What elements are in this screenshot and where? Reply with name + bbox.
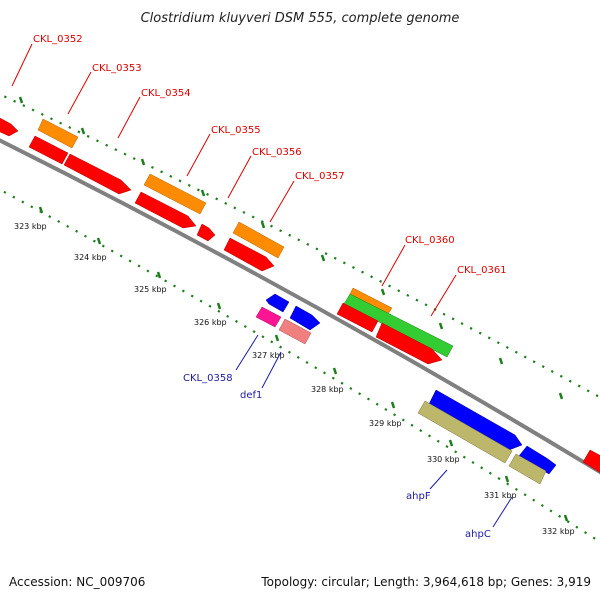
gene-feature-salmon[interactable]: [278, 318, 312, 345]
accession-text: Accession: NC_009706: [9, 575, 145, 589]
gene-feature-red[interactable]: [28, 135, 69, 165]
kbp-label: 325 kbp: [134, 285, 167, 294]
gene-label[interactable]: CKL_0360: [405, 235, 455, 246]
gene-label[interactable]: CKL_0354: [141, 88, 191, 99]
gene-label[interactable]: CKL_0355: [211, 125, 261, 136]
genome-backbone: [0, 138, 600, 475]
kbp-label: 329 kbp: [369, 419, 402, 428]
map-title: Clostridium kluyveri DSM 555, complete g…: [141, 11, 460, 26]
gene-label[interactable]: ahpF: [406, 491, 431, 502]
gene-label[interactable]: CKL_0352: [33, 34, 83, 45]
gene-feature-red[interactable]: [223, 237, 275, 272]
gene-label[interactable]: CKL_0353: [92, 63, 142, 74]
gene-feature-blue[interactable]: [289, 305, 321, 331]
gene-label[interactable]: CKL_0361: [457, 265, 507, 276]
major-ticks: [38, 206, 569, 522]
gene-feature-green[interactable]: [343, 293, 454, 358]
outer-tick-track: [0, 93, 600, 399]
gene-feature-pink[interactable]: [255, 306, 282, 328]
gene-label[interactable]: CKL_0358: [183, 373, 233, 384]
gene-feature-blue[interactable]: [518, 445, 557, 475]
kbp-label: 332 kbp: [542, 527, 575, 536]
gene-feature-red[interactable]: [0, 117, 19, 137]
gene-feature-orange[interactable]: [232, 221, 285, 259]
genome-summary-text: Topology: circular; Length: 3,964,618 bp…: [260, 575, 591, 589]
kbp-label: 326 kbp: [194, 318, 227, 327]
gene-feature-blue[interactable]: [428, 389, 523, 451]
gene-feature-blue[interactable]: [265, 293, 290, 313]
gene-feature-orange[interactable]: [143, 173, 207, 215]
kbp-label: 327 kbp: [252, 351, 285, 360]
gene-feature-olive[interactable]: [417, 400, 513, 464]
top-callouts: [11, 43, 457, 317]
inner-tick-track: [0, 188, 600, 544]
outer-major-ticks: [18, 96, 564, 400]
kbp-label: 331 kbp: [484, 491, 517, 500]
gene-feature-orange[interactable]: [37, 118, 79, 149]
bottom-callouts: [235, 334, 513, 528]
reverse-strand-features: [28, 135, 600, 476]
kbp-label: 323 kbp: [14, 222, 47, 231]
gene-label[interactable]: CKL_0356: [252, 147, 302, 158]
gene-label[interactable]: CKL_0357: [295, 171, 345, 182]
gene-label[interactable]: ahpC: [465, 529, 491, 540]
gene-label[interactable]: def1: [240, 390, 262, 401]
gene-feature-red[interactable]: [336, 302, 379, 333]
gene-feature-red[interactable]: [63, 153, 132, 195]
gene-feature-red[interactable]: [582, 449, 600, 476]
gene-feature-red[interactable]: [375, 322, 443, 365]
gene-feature-red[interactable]: [196, 223, 216, 242]
gene-feature-red[interactable]: [134, 191, 197, 229]
inner-features: [255, 293, 557, 485]
kbp-label: 328 kbp: [311, 385, 344, 394]
kbp-label: 324 kbp: [74, 253, 107, 262]
kbp-label: 330 kbp: [427, 455, 460, 464]
gene-feature-olive[interactable]: [508, 453, 547, 485]
forward-strand-features: [0, 117, 454, 358]
